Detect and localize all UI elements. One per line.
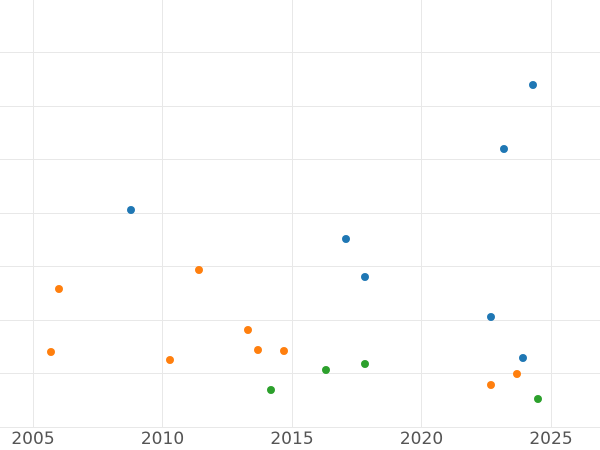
data-point-series-green bbox=[360, 360, 369, 369]
data-point-series-orange bbox=[47, 348, 56, 357]
gridline-horizontal bbox=[0, 373, 600, 374]
data-point-series-blue bbox=[487, 313, 496, 322]
gridline-vertical bbox=[421, 0, 422, 428]
data-point-series-orange bbox=[280, 347, 289, 356]
data-point-series-orange bbox=[194, 265, 203, 274]
data-point-series-green bbox=[267, 385, 276, 394]
gridline-horizontal bbox=[0, 266, 600, 267]
gridline-vertical bbox=[291, 0, 293, 428]
data-point-series-orange bbox=[54, 284, 63, 293]
data-point-series-blue bbox=[360, 273, 369, 282]
data-point-series-blue bbox=[127, 205, 136, 214]
data-point-series-blue bbox=[342, 235, 351, 244]
gridline-horizontal bbox=[0, 212, 600, 214]
data-point-series-orange bbox=[487, 381, 496, 390]
gridline-vertical bbox=[550, 0, 552, 428]
data-point-series-blue bbox=[500, 145, 509, 154]
x-tick-label: 2015 bbox=[270, 429, 314, 449]
x-tick-label: 2005 bbox=[11, 429, 55, 449]
data-point-series-blue bbox=[518, 353, 527, 362]
gridline-horizontal bbox=[0, 319, 600, 321]
x-tick-label: 2010 bbox=[140, 429, 185, 449]
x-tick-label: 2020 bbox=[399, 429, 444, 449]
gridline-horizontal bbox=[0, 105, 600, 107]
data-point-series-green bbox=[321, 366, 330, 375]
data-point-series-green bbox=[534, 394, 543, 403]
data-point-series-blue bbox=[528, 81, 537, 90]
gridline-horizontal bbox=[0, 159, 600, 160]
x-tick-label: 2025 bbox=[529, 429, 573, 449]
gridline-vertical bbox=[162, 0, 163, 428]
data-point-series-orange bbox=[166, 356, 175, 365]
gridline-horizontal bbox=[0, 52, 600, 53]
data-point-series-orange bbox=[243, 325, 252, 334]
data-point-series-orange bbox=[513, 370, 522, 379]
data-point-series-orange bbox=[254, 345, 263, 354]
gridline-horizontal bbox=[0, 426, 600, 428]
gridline-vertical bbox=[32, 0, 34, 428]
